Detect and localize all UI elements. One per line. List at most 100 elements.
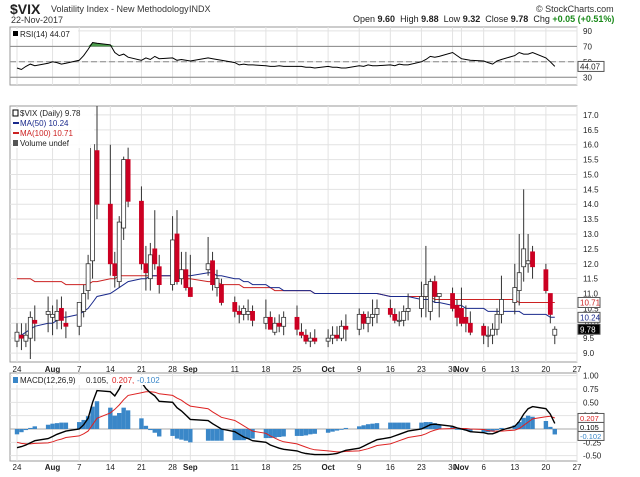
price-legend-swatch <box>12 109 19 117</box>
macd-histogram-bar <box>108 407 113 429</box>
macd-histogram-bar <box>517 422 522 429</box>
macd-histogram-bar <box>157 429 162 437</box>
macd-histogram-bar <box>272 429 277 438</box>
price-candle <box>530 245 535 279</box>
macd-histogram-bar <box>50 423 55 429</box>
price-candle-body <box>45 310 51 315</box>
price-candle <box>250 305 255 327</box>
x-tick-label-upper: 25 <box>293 365 302 374</box>
price-candle-body <box>59 308 64 321</box>
price-candle <box>494 308 500 336</box>
ma100-legend: MA(100) 10.71 <box>20 129 73 138</box>
price-candle-body <box>419 296 424 309</box>
price-candle-body <box>427 281 433 312</box>
price-candle <box>490 323 495 345</box>
exchange: INDX <box>189 4 211 14</box>
price-candle <box>152 210 158 270</box>
price-candle-body <box>143 263 149 274</box>
x-tick-label-lower: 6 <box>481 463 486 472</box>
macd-histogram-bar <box>530 416 535 429</box>
ma50-legend: MA(50) 10.24 <box>20 119 69 128</box>
price-candle-body <box>499 299 504 315</box>
macd-histogram-bar <box>205 429 211 441</box>
price-candle <box>405 293 411 321</box>
rsi-overbought-fill <box>88 42 115 47</box>
price-candle-body <box>530 251 535 268</box>
price-candle-body <box>490 328 495 336</box>
price-candle <box>23 323 29 348</box>
price-candle <box>45 296 51 333</box>
price-last-tag-label: 9.78 <box>580 325 596 334</box>
price-candle-body <box>250 310 255 321</box>
macd-histogram-bar <box>179 429 184 440</box>
price-candle-body <box>303 334 309 342</box>
volume-legend: Volume undef <box>20 139 70 148</box>
macd-histogram-bar <box>28 427 33 429</box>
price-candle <box>232 296 238 318</box>
price-candle-body <box>481 325 487 336</box>
price-candle <box>547 293 553 324</box>
high-label: High <box>400 14 419 24</box>
x-tick-label-lower: 24 <box>13 463 22 472</box>
price-candle <box>183 251 189 291</box>
price-y-tick-label: 9.5 <box>583 334 595 343</box>
x-tick-label-upper: 24 <box>13 365 22 374</box>
x-tick-label-upper: 14 <box>106 365 115 374</box>
price-y-tick-label: 15.0 <box>583 170 599 179</box>
price-candle-body <box>467 322 473 333</box>
price-candle-body <box>512 287 518 303</box>
price-candle <box>312 329 318 345</box>
close-label: Close <box>485 14 509 24</box>
price-candle <box>143 245 149 291</box>
price-candle-body <box>485 334 491 337</box>
price-candle <box>272 317 278 336</box>
macd-histogram-bar <box>388 422 393 429</box>
macd-histogram-bar <box>23 429 29 431</box>
price-candle-body <box>396 319 402 322</box>
rsi-panel-frame <box>9 26 578 86</box>
macd-histogram-bar <box>268 429 273 439</box>
price-candle <box>419 281 424 318</box>
price-candle-body <box>450 293 455 309</box>
price-candle <box>485 326 491 348</box>
macd-histogram-bar <box>401 422 406 429</box>
price-candle-body <box>14 331 20 342</box>
price-y-tick-label: 12.0 <box>583 260 599 269</box>
x-tick-label-lower: 20 <box>541 463 550 472</box>
macd-histogram-bar <box>521 417 526 429</box>
x-tick-label-upper: 23 <box>417 365 426 374</box>
macd-histogram-bar <box>174 429 180 439</box>
price-candle <box>499 275 504 324</box>
macd-legend-swatch <box>13 377 18 383</box>
ma100-last-tag <box>577 296 601 308</box>
price-candle <box>219 278 224 306</box>
price-candle <box>94 106 100 220</box>
copyright[interactable]: © StockCharts.com <box>536 4 614 14</box>
price-candle <box>267 311 273 330</box>
price-candle <box>32 305 38 342</box>
price-candle-body <box>81 293 87 312</box>
macd-histogram-bar <box>277 429 282 437</box>
price-candle <box>85 254 91 300</box>
price-candle <box>107 144 113 276</box>
price-candle-body <box>152 248 158 265</box>
price-candle <box>170 216 175 291</box>
price-candle <box>59 296 64 330</box>
macd-histogram-bar <box>397 422 402 429</box>
rsi-last-tag-label: 44.07 <box>580 62 601 71</box>
macd-histogram-bar <box>334 429 340 431</box>
price-candle <box>463 305 469 333</box>
rsi-y-tick-label: 90 <box>583 27 592 36</box>
rsi-legend: RSI(14) 44.07 <box>20 30 70 39</box>
macd-histogram-bar <box>419 422 424 429</box>
price-candle-body <box>463 316 469 324</box>
price-y-tick-label: 16.0 <box>583 141 599 150</box>
macd-y-tick-label: -0.25 <box>583 438 602 447</box>
price-candle-body <box>370 313 375 318</box>
price-candle <box>365 311 371 333</box>
price-candle-body <box>183 269 189 288</box>
price-y-tick-label: 15.5 <box>583 156 599 165</box>
macd-histogram-bar <box>45 424 51 429</box>
price-candle <box>245 299 251 321</box>
macd-legend-macd: 0.105, <box>86 376 108 385</box>
